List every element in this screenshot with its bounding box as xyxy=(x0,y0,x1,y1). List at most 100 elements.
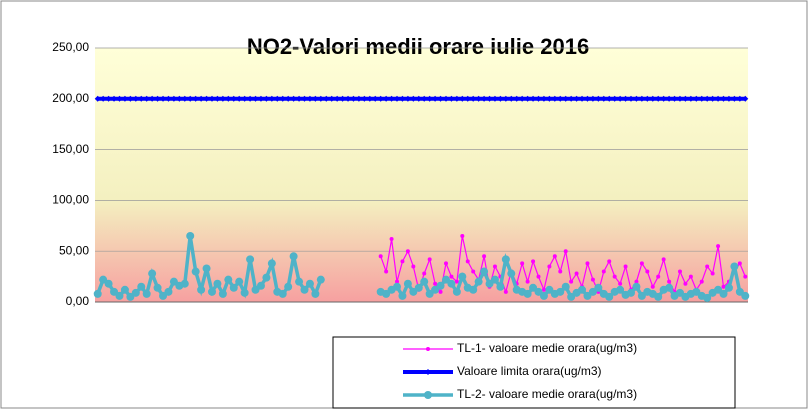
marker xyxy=(427,257,432,262)
marker xyxy=(246,255,255,264)
y-tick-label: 150,00 xyxy=(52,142,89,156)
marker xyxy=(366,95,373,102)
marker xyxy=(115,291,124,300)
legend-label: TL-1- valoare medie orara(ug/m3) xyxy=(457,341,637,355)
marker xyxy=(137,282,146,291)
marker xyxy=(558,269,563,274)
series xyxy=(94,95,749,102)
marker xyxy=(441,275,450,284)
marker xyxy=(584,95,591,102)
marker xyxy=(295,277,304,286)
marker xyxy=(507,269,516,278)
marker xyxy=(611,95,618,102)
marker xyxy=(725,95,732,102)
marker xyxy=(284,282,293,291)
marker xyxy=(541,287,546,292)
marker xyxy=(230,95,237,102)
marker xyxy=(474,277,483,286)
marker xyxy=(268,95,275,102)
marker xyxy=(503,289,508,294)
marker xyxy=(454,279,459,284)
marker xyxy=(551,95,558,102)
marker xyxy=(410,95,417,102)
marker xyxy=(513,95,520,102)
marker xyxy=(704,95,711,102)
marker xyxy=(202,264,211,273)
marker xyxy=(534,287,543,296)
marker xyxy=(424,391,432,399)
marker xyxy=(502,95,509,102)
marker xyxy=(736,95,743,102)
marker xyxy=(148,269,157,278)
y-tick-label: 200,00 xyxy=(52,91,89,105)
marker xyxy=(378,254,383,259)
marker xyxy=(601,269,606,274)
marker xyxy=(583,291,592,300)
marker xyxy=(316,275,325,284)
marker xyxy=(442,95,449,102)
marker xyxy=(240,288,249,297)
series xyxy=(93,231,750,302)
marker xyxy=(530,95,537,102)
marker xyxy=(400,259,405,264)
marker xyxy=(437,95,444,102)
marker xyxy=(138,95,145,102)
marker xyxy=(99,275,108,284)
marker xyxy=(229,283,238,292)
marker xyxy=(557,95,564,102)
marker xyxy=(414,283,423,292)
marker xyxy=(311,289,320,298)
marker xyxy=(186,231,195,240)
marker xyxy=(121,95,128,102)
marker xyxy=(585,261,590,266)
marker xyxy=(539,291,548,300)
marker xyxy=(296,95,303,102)
marker xyxy=(207,287,216,296)
marker xyxy=(372,95,379,102)
marker xyxy=(247,95,254,102)
marker xyxy=(323,95,330,102)
marker xyxy=(104,279,113,288)
marker xyxy=(382,289,391,298)
marker xyxy=(469,285,478,294)
marker xyxy=(426,95,433,102)
marker xyxy=(623,264,628,269)
marker xyxy=(714,285,723,294)
marker xyxy=(471,269,476,274)
marker xyxy=(170,95,177,102)
marker xyxy=(149,95,156,102)
marker xyxy=(496,282,505,291)
marker xyxy=(218,289,227,298)
marker xyxy=(339,95,346,102)
marker xyxy=(447,279,456,288)
marker xyxy=(399,95,406,102)
series xyxy=(378,233,748,294)
marker xyxy=(126,292,135,301)
marker xyxy=(394,95,401,102)
marker xyxy=(289,252,298,261)
marker xyxy=(579,95,586,102)
marker xyxy=(208,95,215,102)
marker xyxy=(176,95,183,102)
marker xyxy=(540,95,547,102)
marker xyxy=(634,279,639,284)
marker xyxy=(622,95,629,102)
marker xyxy=(263,95,270,102)
marker xyxy=(480,267,489,276)
y-tick-label: 100,00 xyxy=(52,193,89,207)
marker xyxy=(545,285,554,294)
marker xyxy=(411,264,416,269)
marker xyxy=(682,95,689,102)
marker xyxy=(692,287,701,296)
marker xyxy=(300,285,309,294)
marker xyxy=(262,273,271,282)
marker xyxy=(317,95,324,102)
marker xyxy=(409,287,418,296)
marker xyxy=(405,249,410,254)
marker xyxy=(710,271,715,276)
marker xyxy=(433,281,438,286)
marker xyxy=(618,281,623,286)
chart-title: NO2-Valori medii orare iulie 2016 xyxy=(247,34,589,59)
marker xyxy=(252,95,259,102)
marker xyxy=(436,281,445,290)
